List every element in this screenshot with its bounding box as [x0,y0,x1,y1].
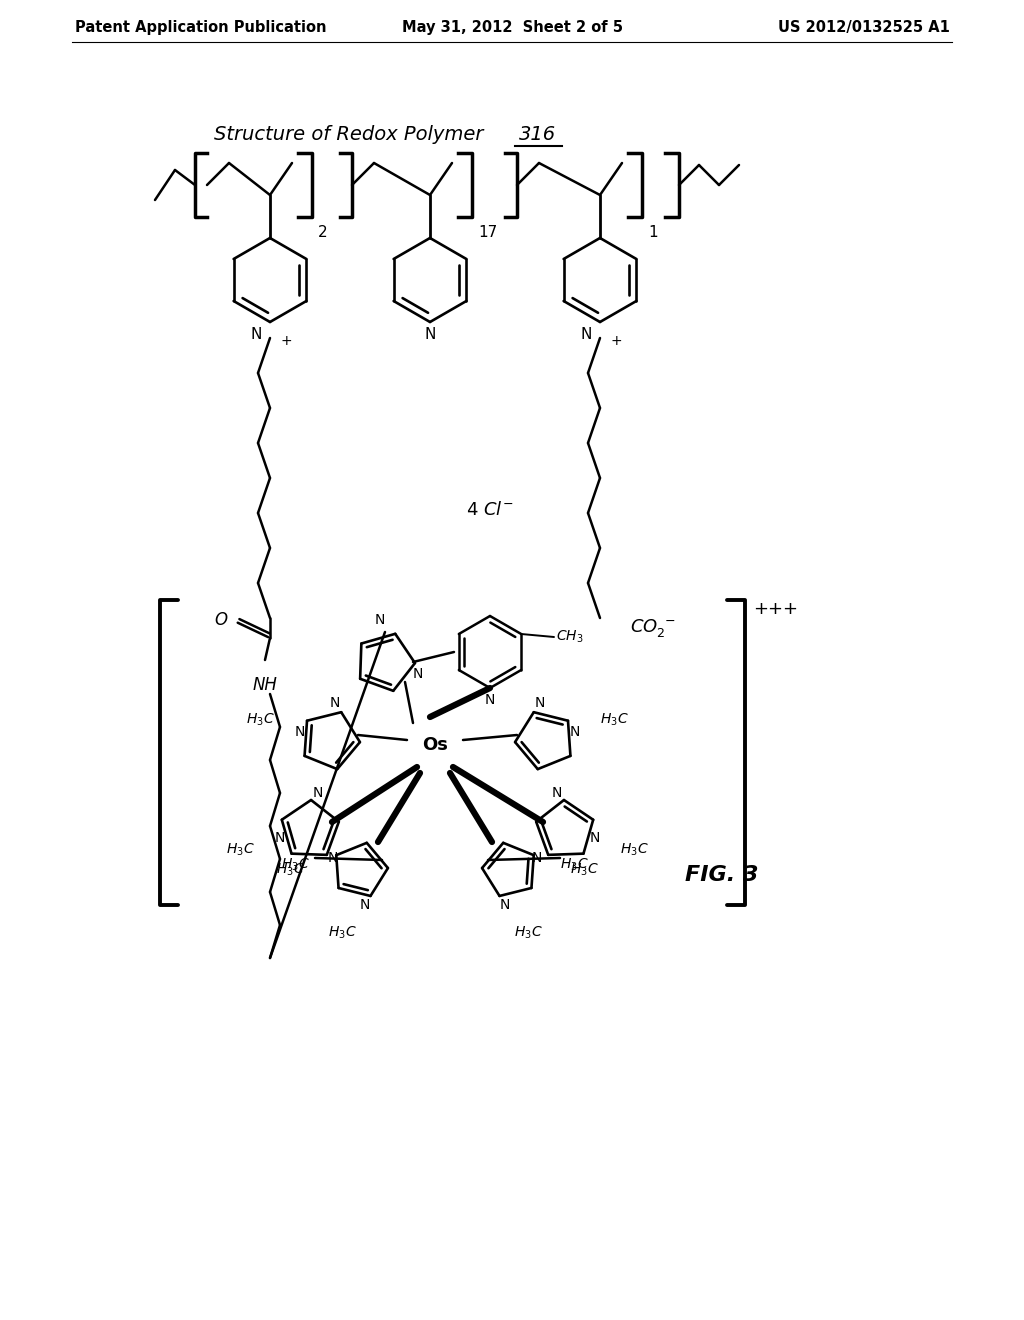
Text: O: O [214,611,227,630]
Text: +: + [280,334,292,348]
Text: N: N [312,785,324,800]
Text: N: N [251,327,262,342]
Text: May 31, 2012  Sheet 2 of 5: May 31, 2012 Sheet 2 of 5 [401,20,623,36]
Text: FIG. 3: FIG. 3 [685,865,759,884]
Text: $H_3C$: $H_3C$ [276,862,305,878]
Text: Patent Application Publication: Patent Application Publication [75,20,327,36]
Text: 17: 17 [478,224,498,240]
Text: N: N [375,612,385,627]
Text: $H_3C$: $H_3C$ [282,857,310,874]
Text: US 2012/0132525 A1: US 2012/0132525 A1 [778,20,950,36]
Text: N: N [535,696,545,710]
Text: N: N [500,898,510,912]
Text: $CO_2^{\ -}$: $CO_2^{\ -}$ [630,616,676,639]
Text: N: N [359,898,371,912]
Text: +++: +++ [753,601,798,618]
Text: +: + [610,334,622,348]
Text: N: N [274,832,285,845]
Text: Structure of Redox Polymer: Structure of Redox Polymer [214,125,490,144]
Text: N: N [581,327,592,342]
Text: N: N [532,851,543,865]
Text: $H_3C$: $H_3C$ [226,842,255,858]
Text: N: N [330,696,340,710]
Text: 316: 316 [519,125,557,144]
Text: N: N [295,725,305,739]
Text: 2: 2 [318,224,328,240]
Text: $H_3C$: $H_3C$ [600,711,629,729]
Text: $4\ Cl^{-}$: $4\ Cl^{-}$ [466,502,514,519]
Text: N: N [413,667,423,681]
Text: N: N [570,725,581,739]
Text: $H_3C$: $H_3C$ [514,925,543,941]
Text: Os: Os [422,737,447,754]
Text: $H_3C$: $H_3C$ [247,711,275,729]
Text: N: N [590,832,600,845]
Text: $H_3C$: $H_3C$ [570,862,599,878]
Text: N: N [552,785,562,800]
Text: $CH_3$: $CH_3$ [556,628,584,645]
Text: $H_3C$: $H_3C$ [620,842,648,858]
Text: $H_3C$: $H_3C$ [560,857,589,874]
Text: 1: 1 [648,224,657,240]
Text: NH: NH [253,676,278,694]
Text: $H_3C$: $H_3C$ [328,925,356,941]
Text: N: N [484,693,496,708]
Text: N: N [328,851,338,865]
Text: N: N [424,327,435,342]
